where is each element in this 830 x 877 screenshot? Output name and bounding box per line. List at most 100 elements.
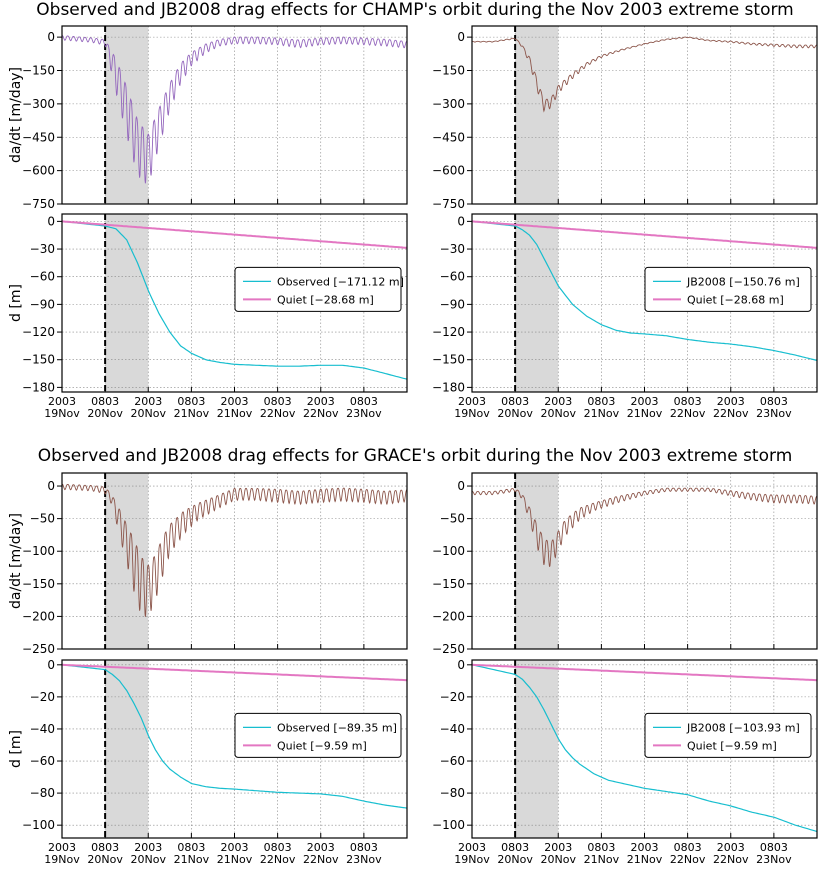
series-rate-line bbox=[62, 35, 407, 184]
x-tick-label: 0803 bbox=[674, 841, 702, 854]
chart-panel-grace-jb-dist: 0 −20 −40 −60 −80 −100 JB2008 [−103.93 m] Quiet… bbox=[432, 658, 818, 866]
x-tick-label: 19Nov bbox=[454, 853, 490, 866]
y-axis-label-rate: da/dt [m/day] bbox=[8, 67, 24, 163]
y-axis-label-distance: d [m] bbox=[8, 730, 24, 768]
y-tick-label: −180 bbox=[432, 380, 465, 394]
legend-label: Quiet [−28.68 m] bbox=[277, 293, 374, 306]
series-observed-line bbox=[62, 664, 407, 809]
y-axis-label-rate: da/dt [m/day] bbox=[8, 513, 24, 609]
x-tick-label: 2003 bbox=[544, 395, 572, 408]
x-tick-label: 21Nov bbox=[174, 853, 210, 866]
x-tick-label: 21Nov bbox=[584, 853, 620, 866]
chart-panel-grace-obs-rate: 0 −50 −100 −150 −200 −250 bbox=[22, 472, 408, 656]
x-tick-label: 23Nov bbox=[756, 853, 792, 866]
legend-box bbox=[234, 266, 402, 312]
storm-shade bbox=[105, 473, 149, 649]
series-observed-line bbox=[472, 220, 817, 361]
x-tick-label: 2003 bbox=[307, 841, 335, 854]
x-tick-label: 2003 bbox=[134, 841, 162, 854]
legend-label: Quiet [−28.68 m] bbox=[687, 293, 784, 306]
x-tick-label: 20Nov bbox=[497, 407, 533, 420]
y-tick-label: −100 bbox=[22, 818, 55, 832]
y-tick-label: −200 bbox=[22, 609, 55, 623]
x-tick-label: 0803 bbox=[177, 395, 205, 408]
x-tick-label: 0803 bbox=[264, 395, 292, 408]
legend-box bbox=[234, 712, 402, 758]
x-tick-label: 22Nov bbox=[260, 407, 296, 420]
y-tick-label: 0 bbox=[47, 30, 55, 44]
x-tick-label: 23Nov bbox=[756, 407, 792, 420]
y-tick-label: −150 bbox=[432, 64, 465, 78]
y-tick-label: 0 bbox=[457, 214, 465, 228]
y-tick-label: −120 bbox=[22, 325, 55, 339]
plot-area bbox=[62, 220, 407, 380]
x-tick-label: 0803 bbox=[587, 395, 615, 408]
x-tick-label: 0803 bbox=[177, 841, 205, 854]
figure-title-grace: Observed and JB2008 drag effects for GRA… bbox=[37, 446, 793, 466]
y-tick-label: −150 bbox=[432, 577, 465, 591]
x-tick-label: 22Nov bbox=[303, 853, 339, 866]
x-tick-label: 2003 bbox=[717, 841, 745, 854]
chart-panel-grace-obs-dist: 0 −20 −40 −60 −80 −100 Observed [−89.35 m] Quie… bbox=[22, 658, 408, 866]
x-tick-label: 2003 bbox=[631, 841, 659, 854]
y-tick-label: −150 bbox=[22, 577, 55, 591]
x-tick-label: 0803 bbox=[91, 841, 119, 854]
x-tick-label: 23Nov bbox=[346, 853, 382, 866]
x-tick-label: 0803 bbox=[350, 841, 378, 854]
x-tick-label: 19Nov bbox=[44, 853, 80, 866]
y-tick-label: 0 bbox=[47, 479, 55, 493]
storm-shade bbox=[515, 473, 559, 649]
x-tick-label: 20Nov bbox=[131, 407, 167, 420]
y-tick-label: 0 bbox=[47, 658, 55, 672]
x-tick-label: 2003 bbox=[221, 395, 249, 408]
x-tick-label: 0803 bbox=[350, 395, 378, 408]
legend-box bbox=[644, 266, 812, 312]
y-tick-label: −40 bbox=[440, 722, 465, 736]
y-tick-label: 0 bbox=[457, 479, 465, 493]
x-tick-label: 2003 bbox=[458, 841, 486, 854]
y-tick-label: −50 bbox=[30, 512, 55, 526]
y-tick-label: −60 bbox=[440, 270, 465, 284]
y-tick-label: −60 bbox=[30, 270, 55, 284]
y-tick-label: −20 bbox=[30, 690, 55, 704]
y-tick-label: −80 bbox=[30, 786, 55, 800]
x-tick-label: 0803 bbox=[91, 395, 119, 408]
legend-label: Quiet [−9.59 m] bbox=[277, 739, 367, 752]
y-tick-label: −450 bbox=[22, 130, 55, 144]
plot-area bbox=[472, 220, 817, 361]
series-quiet-line bbox=[62, 220, 407, 249]
x-tick-label: 19Nov bbox=[44, 407, 80, 420]
series-quiet-line bbox=[472, 663, 817, 682]
x-tick-label: 2003 bbox=[544, 841, 572, 854]
series-observed-line bbox=[62, 220, 407, 380]
legend-label: JB2008 [−150.76 m] bbox=[686, 275, 800, 288]
series-observed-line bbox=[472, 664, 817, 833]
x-tick-label: 20Nov bbox=[497, 853, 533, 866]
x-tick-label: 23Nov bbox=[346, 407, 382, 420]
y-tick-label: −60 bbox=[440, 754, 465, 768]
y-tick-label: −50 bbox=[440, 512, 465, 526]
x-tick-label: 20Nov bbox=[541, 853, 577, 866]
storm-shade bbox=[515, 214, 559, 392]
x-tick-label: 22Nov bbox=[670, 853, 706, 866]
chart-panel-champ-jb-dist: 0 −30 −60 −90 −120 −150 −180 JB2008 [−150.76 m]… bbox=[432, 213, 818, 420]
plot-area bbox=[472, 663, 817, 833]
x-tick-label: 2003 bbox=[48, 395, 76, 408]
series-quiet-line bbox=[472, 220, 817, 249]
x-tick-label: 0803 bbox=[501, 841, 529, 854]
chart-panel-champ-obs-rate: 0 −150 −300 −450 −600 −750 bbox=[22, 25, 408, 211]
x-tick-label: 0803 bbox=[674, 395, 702, 408]
x-tick-label: 0803 bbox=[501, 395, 529, 408]
y-tick-label: −150 bbox=[432, 353, 465, 367]
legend-label: Quiet [−9.59 m] bbox=[687, 739, 777, 752]
y-tick-label: −180 bbox=[22, 380, 55, 394]
x-tick-label: 2003 bbox=[134, 395, 162, 408]
y-tick-label: −600 bbox=[22, 164, 55, 178]
x-tick-label: 0803 bbox=[760, 395, 788, 408]
x-tick-label: 21Nov bbox=[174, 407, 210, 420]
x-tick-label: 2003 bbox=[631, 395, 659, 408]
y-tick-label: −90 bbox=[30, 297, 55, 311]
y-tick-label: −100 bbox=[432, 818, 465, 832]
y-tick-label: −250 bbox=[432, 642, 465, 656]
